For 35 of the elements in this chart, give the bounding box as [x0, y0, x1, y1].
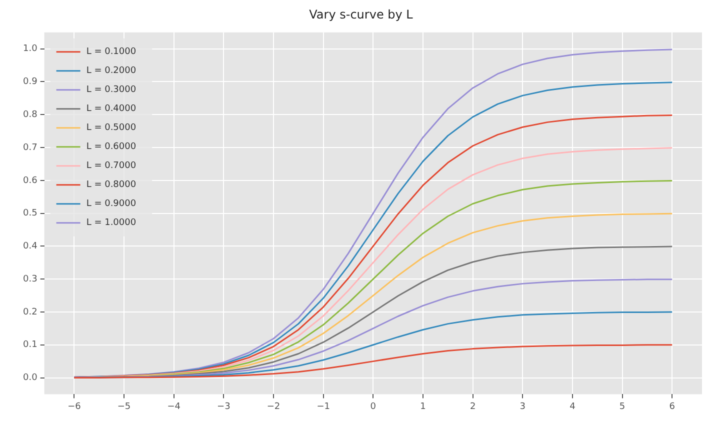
- x-tick-label: −3: [217, 402, 230, 412]
- legend-label: L = 0.4000: [86, 104, 136, 114]
- legend-label: L = 1.0000: [86, 218, 136, 228]
- x-tick-label: −6: [68, 402, 82, 412]
- y-tick-label: 0.7: [22, 142, 38, 153]
- legend-label: L = 0.1000: [86, 47, 136, 58]
- chart-title: Vary s-curve by L: [309, 7, 414, 22]
- legend-label: L = 0.9000: [86, 199, 136, 210]
- y-tick-label: 0.8: [22, 110, 38, 120]
- x-tick-label: 0: [370, 402, 376, 412]
- x-tick-label: 6: [669, 402, 676, 412]
- legend-label: L = 0.7000: [86, 161, 136, 172]
- y-tick-label: 1.0: [22, 44, 38, 54]
- x-tick-label: −2: [266, 402, 280, 412]
- legend-label: L = 0.6000: [86, 142, 136, 152]
- y-tick-label: 0.2: [22, 307, 38, 318]
- x-tick-label: −4: [167, 402, 181, 412]
- legend-label: L = 0.3000: [86, 85, 136, 96]
- x-tick-label: 3: [520, 402, 526, 412]
- x-tick-label: 2: [470, 402, 476, 412]
- y-tick-label: 0.5: [22, 208, 38, 219]
- y-tick-label: 0.4: [22, 242, 38, 252]
- legend-label: L = 0.5000: [86, 123, 136, 134]
- x-tick-label: 4: [570, 402, 576, 412]
- legend-label: L = 0.2000: [86, 66, 136, 76]
- legend-label: L = 0.8000: [86, 180, 136, 190]
- x-tick-label: −5: [117, 402, 131, 412]
- y-tick-label: 0.1: [22, 340, 38, 350]
- y-tick-label: 0.0: [22, 373, 38, 384]
- x-tick-label: 1: [420, 402, 426, 412]
- x-tick-label: 5: [619, 402, 626, 412]
- x-tick-label: −1: [316, 402, 330, 412]
- y-tick-label: 0.3: [22, 274, 38, 284]
- y-tick-label: 0.6: [22, 176, 38, 186]
- y-tick-label: 0.9: [22, 77, 38, 88]
